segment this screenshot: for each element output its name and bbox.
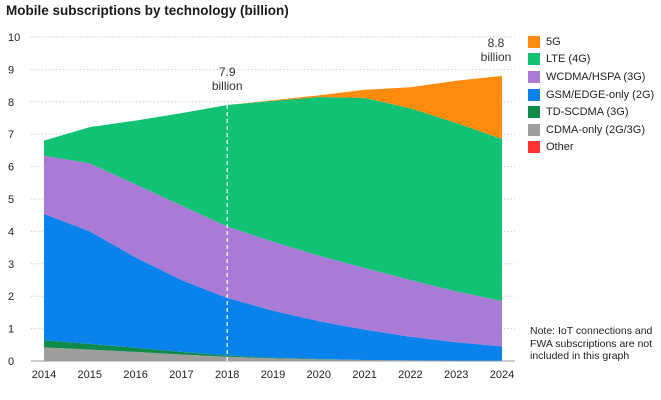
y-tick-label: 9: [8, 64, 14, 76]
y-tick-label: 4: [8, 226, 14, 238]
annotation-unit: billion: [212, 79, 243, 93]
annotation-value: 8.8: [488, 36, 505, 50]
annotation-value: 7.9: [219, 65, 236, 79]
y-tick-label: 7: [8, 129, 14, 141]
legend-swatch: [528, 141, 540, 154]
legend-swatch: [528, 88, 540, 101]
legend-label: TD-SCDMA (3G): [546, 106, 629, 119]
legend: 5G LTE (4G) WCDMA/HSPA (3G) GSM/EDGE-only (…: [528, 33, 654, 156]
legend-label: Other: [546, 141, 574, 154]
x-tick-label: 2018: [215, 369, 239, 381]
x-tick-label: 2015: [78, 369, 102, 381]
legend-item-lte-4g: LTE (4G): [528, 51, 654, 69]
legend-item-wcdma-hspa-3g: WCDMA/HSPA (3G): [528, 68, 654, 86]
x-tick-label: 2014: [32, 369, 56, 381]
x-tick-label: 2023: [444, 369, 468, 381]
x-tick-label: 2022: [398, 369, 422, 381]
y-axis-ticks: 0 1 2 3 4 5 6 7 8 9 10: [8, 32, 20, 368]
legend-item-td-scdma-3g: TD-SCDMA (3G): [528, 103, 654, 121]
legend-item-5g: 5G: [528, 33, 654, 51]
annotation-unit: billion: [481, 50, 512, 64]
legend-item-gsm-edge-only-2g: GSM/EDGE-only (2G): [528, 86, 654, 104]
y-tick-label: 5: [8, 194, 14, 206]
series-area-td-scdma-3g: [44, 340, 502, 361]
x-tick-label: 2024: [490, 369, 514, 381]
y-tick-label: 6: [8, 162, 14, 174]
y-tick-label: 0: [8, 356, 14, 368]
x-tick-label: 2019: [261, 369, 285, 381]
x-axis-ticks: 2014 2015 2016 2017 2018 2019 2020 2021 2022 2023…: [32, 369, 514, 381]
chart-title: Mobile subscriptions by technology (bill…: [6, 3, 289, 18]
legend-item-cdma-only-2g-3g: CDMA-only (2G/3G): [528, 121, 654, 139]
series-area-cdma-only-2g-3g: [44, 347, 502, 361]
legend-label: CDMA-only (2G/3G): [546, 123, 646, 136]
x-tick-label: 2021: [352, 369, 376, 381]
legend-label: LTE (4G): [546, 53, 591, 66]
legend-label: WCDMA/HSPA (3G): [546, 70, 646, 83]
y-tick-label: 8: [8, 97, 14, 109]
y-tick-label: 10: [8, 32, 20, 44]
series-area-gsm-edge-only-2g: [44, 213, 502, 361]
y-tick-label: 2: [8, 291, 14, 303]
legend-swatch: [528, 106, 540, 119]
y-tick-label: 3: [8, 259, 14, 271]
legend-item-other: Other: [528, 139, 654, 157]
x-tick-label: 2016: [123, 369, 147, 381]
legend-swatch: [528, 123, 540, 136]
legend-label: 5G: [546, 35, 561, 48]
series-area-lte-4g: [44, 96, 502, 302]
series-area-wcdma-hspa-3g: [44, 155, 502, 347]
series-area-5g: [44, 75, 502, 141]
legend-swatch: [528, 53, 540, 66]
area-layer: [44, 75, 502, 361]
footnote: Note: IoT connections and FWA subscripti…: [530, 325, 653, 362]
y-tick-label: 1: [8, 324, 14, 336]
x-tick-label: 2020: [307, 369, 331, 381]
legend-swatch: [528, 70, 540, 83]
x-tick-label: 2017: [169, 369, 193, 381]
legend-label: GSM/EDGE-only (2G): [546, 88, 655, 101]
legend-swatch: [528, 35, 540, 48]
